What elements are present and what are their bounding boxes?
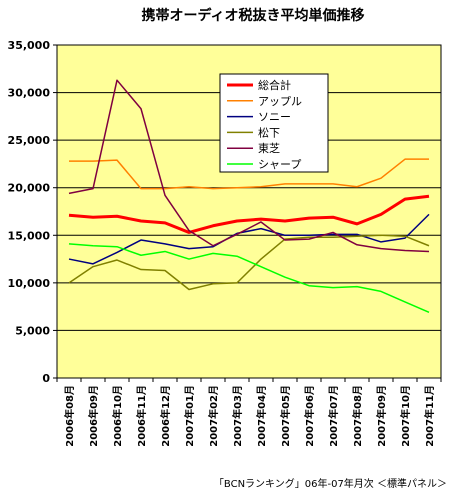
- y-tick-label: 5,000: [15, 324, 50, 337]
- x-axis: 2006年08月 2006年09月 2006年10月 2006年11月 2006年12月…: [56, 378, 442, 447]
- series-line-3: [68, 234, 430, 291]
- legend-label: ソニー: [258, 111, 291, 124]
- x-tick-label: 2007年05月: [279, 385, 292, 447]
- x-tick-label: 2007年03月: [231, 385, 244, 447]
- y-tick-label: 15,000: [8, 229, 51, 242]
- legend-label: 総合計: [258, 78, 291, 92]
- x-tick-label: 2006年08月: [63, 385, 76, 447]
- y-axis: 0 5,000 10,000 15,000 20,000 25,000 30,000 35,0…: [8, 39, 57, 385]
- legend-box: [219, 73, 329, 173]
- x-tick-label: 2006年12月: [159, 385, 172, 447]
- x-tick-label: 2007年06月: [303, 385, 316, 447]
- series-lines: [68, 79, 430, 314]
- y-tick-label: 25,000: [8, 134, 51, 147]
- x-tick-label: 2007年04月: [255, 385, 268, 447]
- x-tick-label: 2006年10月: [111, 385, 124, 447]
- legend-label: 松下: [258, 125, 280, 139]
- x-tick-label: 2007年07月: [327, 385, 340, 447]
- y-tick-label: 10,000: [8, 277, 51, 290]
- legend-label: アップル: [258, 95, 302, 108]
- x-tick-label: 2006年09月: [87, 385, 100, 447]
- y-tick-label: 30,000: [8, 87, 51, 100]
- y-tick-label: 20,000: [8, 182, 51, 195]
- x-tick-label: 2007年02月: [207, 385, 220, 447]
- series-line-4: [68, 79, 430, 253]
- y-tick-label: 0: [42, 372, 50, 385]
- series-line-5: [68, 243, 430, 314]
- series-line-2: [68, 213, 430, 265]
- x-tick-label: 2007年01月: [183, 385, 196, 447]
- series-line-1: [69, 158, 429, 190]
- x-tick-label: 2007年11月: [423, 385, 436, 447]
- y-tick-label: 35,000: [8, 39, 51, 52]
- legend-label: シャープ: [258, 158, 301, 171]
- x-tick-label: 2007年09月: [375, 385, 388, 447]
- legend-label: 東芝: [258, 142, 280, 155]
- source-note: 「BCNランキング」06年-07年月次 ＜標準パネル＞: [214, 477, 447, 490]
- x-tick-label: 2007年10月: [399, 385, 412, 447]
- series-line-0: [68, 194, 430, 234]
- chart-title: 携帯オーディオ税抜き平均単価推移: [141, 7, 364, 24]
- x-tick-label: 2007年08月: [351, 385, 364, 447]
- x-tick-label: 2006年11月: [135, 385, 148, 447]
